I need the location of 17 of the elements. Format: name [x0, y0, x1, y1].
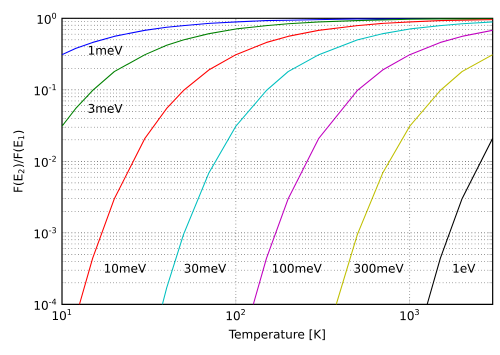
series-label: 1meV [88, 46, 122, 55]
series-label: 10meV [104, 264, 146, 273]
y-tick-label: 10$^{-2}$ [34, 156, 56, 167]
x-axis-title: Temperature [K] [228, 329, 325, 342]
y-tick-label: 10$^{-4}$ [34, 298, 56, 310]
x-tick-label: 10$^{3}$ [400, 309, 419, 320]
series-label: 1eV [454, 264, 476, 273]
y-tick-label: 10$^{0}$ [38, 12, 56, 24]
series-label: 30meV [184, 264, 226, 273]
series-label: 100meV [272, 264, 322, 273]
x-tick-label: 10$^{2}$ [226, 309, 245, 320]
y-tick-label: 10$^{-1}$ [34, 84, 56, 96]
x-tick-label: 10$^{1}$ [52, 309, 72, 320]
series-label: 3meV [88, 104, 122, 113]
y-axis-title: F(E$_{2}$)/F(E$_{1}$) [13, 130, 24, 192]
series-label: 300meV [354, 264, 404, 273]
y-tick-label: 10$^{-3}$ [34, 227, 56, 238]
